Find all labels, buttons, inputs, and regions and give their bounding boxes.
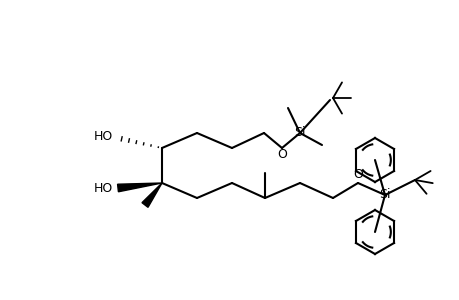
Text: HO: HO [94,182,113,194]
Text: Si: Si [378,188,390,202]
Text: O: O [276,148,286,161]
Polygon shape [142,183,162,207]
Polygon shape [118,183,162,192]
Text: HO: HO [94,130,113,143]
Text: O: O [353,169,362,182]
Text: Si: Si [294,127,305,140]
